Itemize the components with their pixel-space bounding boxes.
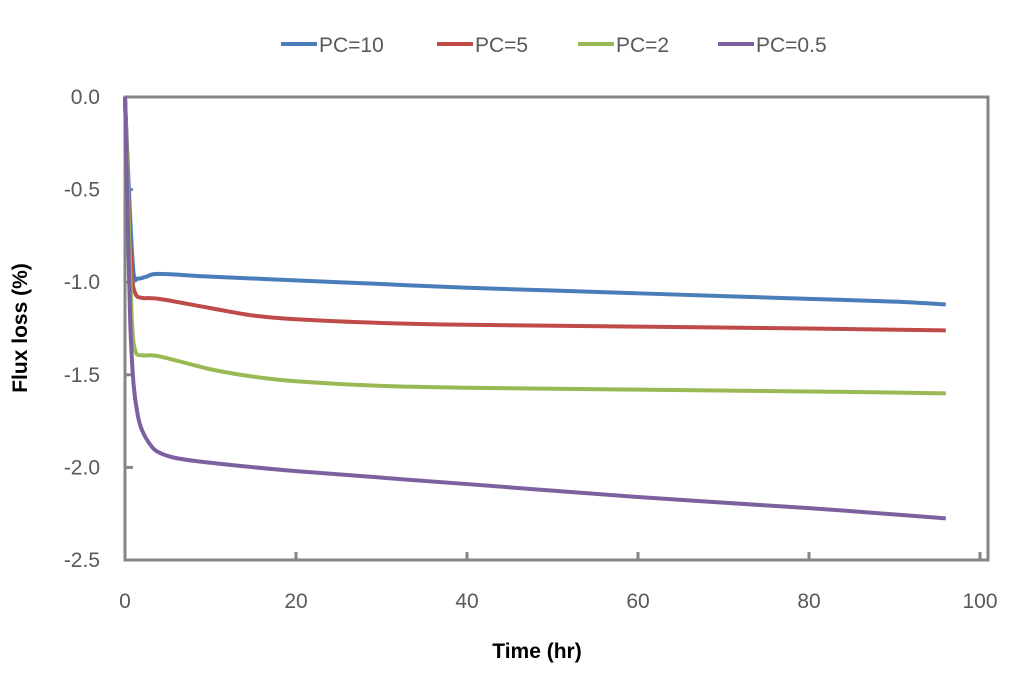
x-axis: 0 20 40 60 80 100	[119, 552, 998, 613]
x-tick-label: 80	[797, 590, 820, 613]
legend-item: PC=0.5	[718, 34, 827, 57]
legend-label: PC=0.5	[756, 34, 827, 57]
x-tick-label: 60	[626, 590, 649, 613]
x-axis-title: Time (hr)	[492, 640, 581, 663]
y-tick-label: -0.5	[64, 179, 100, 202]
legend-label: PC=10	[319, 34, 384, 57]
y-tick-label: 0.0	[71, 86, 100, 109]
legend: PC=10 PC=5 PC=2 PC=0.5	[281, 34, 827, 57]
plot-area	[123, 95, 990, 562]
series-line-pc-5	[123, 96, 946, 333]
y-tick-label: -1.5	[64, 364, 100, 387]
x-tick-label: 0	[119, 590, 131, 613]
y-axis: 0.0 -0.5 -1.0 -1.5 -2.0 -2.5	[64, 86, 133, 572]
y-tick-label: -2.0	[64, 456, 100, 479]
series-line-pc-0-5	[123, 96, 946, 521]
y-tick-label: -2.5	[64, 549, 100, 572]
legend-label: PC=5	[475, 34, 528, 57]
series-group	[123, 96, 946, 521]
x-tick-label: 20	[284, 590, 307, 613]
y-axis-title: Flux loss (%)	[9, 263, 32, 393]
x-tick-label: 100	[962, 590, 997, 613]
legend-label: PC=2	[616, 34, 669, 57]
legend-item: PC=10	[281, 34, 384, 57]
legend-item: PC=5	[437, 34, 528, 57]
y-tick-label: -1.0	[64, 271, 100, 294]
series-line-pc-10	[123, 96, 946, 307]
legend-item: PC=2	[578, 34, 669, 57]
series-line-pc-2	[123, 96, 946, 396]
x-tick-label: 40	[455, 590, 478, 613]
